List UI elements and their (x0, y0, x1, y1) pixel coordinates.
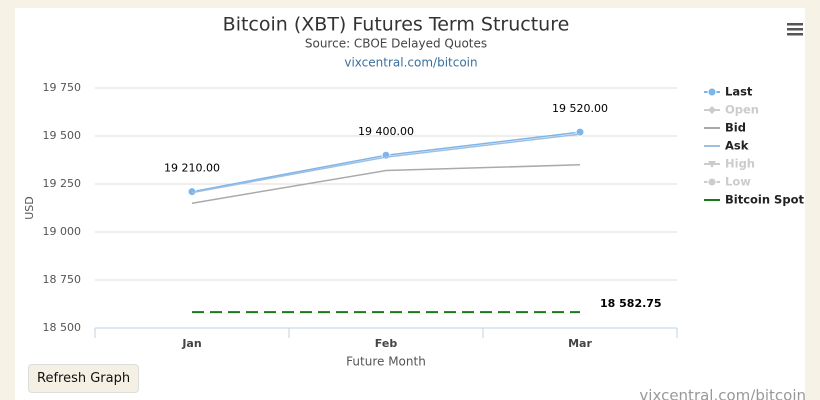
legend-marker (708, 106, 716, 114)
chart-subtitle: Source: CBOE Delayed Quotes (305, 37, 487, 51)
refresh-button[interactable]: Refresh Graph (28, 364, 140, 393)
data-label: 19 520.00 (552, 102, 608, 115)
legend-label[interactable]: Bid (725, 121, 746, 135)
legend-label[interactable]: High (725, 157, 755, 171)
legend-label[interactable]: Low (725, 175, 751, 189)
legend-label[interactable]: Open (725, 103, 759, 117)
y-axis-label: USD (23, 196, 36, 220)
series-line (191, 164, 581, 204)
chart-link[interactable]: vixcentral.com/bitcoin (344, 56, 477, 70)
watermark: vixcentral.com/bitcoin (639, 387, 806, 400)
legend-marker (707, 87, 717, 97)
menu-icon[interactable] (787, 23, 803, 36)
legend-marker (708, 161, 716, 168)
series-line (191, 133, 581, 194)
y-tick-label: 19 000 (43, 225, 82, 238)
legend-label[interactable]: Bitcoin Spot (725, 193, 804, 207)
x-tick-label: Feb (375, 337, 398, 350)
y-tick-label: 19 500 (43, 129, 82, 142)
legend-label[interactable]: Last (725, 85, 753, 99)
x-tick-label: Mar (568, 337, 592, 350)
chart-bg (15, 8, 805, 400)
y-tick-label: 18 500 (43, 321, 82, 334)
y-tick-label: 19 750 (43, 81, 82, 94)
x-tick-label: Jan (181, 337, 201, 350)
legend-label[interactable]: Ask (725, 139, 749, 153)
chart-title: Bitcoin (XBT) Futures Term Structure (223, 14, 570, 36)
data-label: 19 210.00 (164, 162, 220, 175)
data-label: 19 400.00 (358, 125, 414, 138)
data-label: 18 582.75 (600, 297, 662, 310)
x-axis-label: Future Month (346, 355, 426, 369)
y-tick-label: 19 250 (43, 177, 82, 190)
y-tick-label: 18 750 (43, 273, 82, 286)
legend-marker (707, 177, 717, 187)
